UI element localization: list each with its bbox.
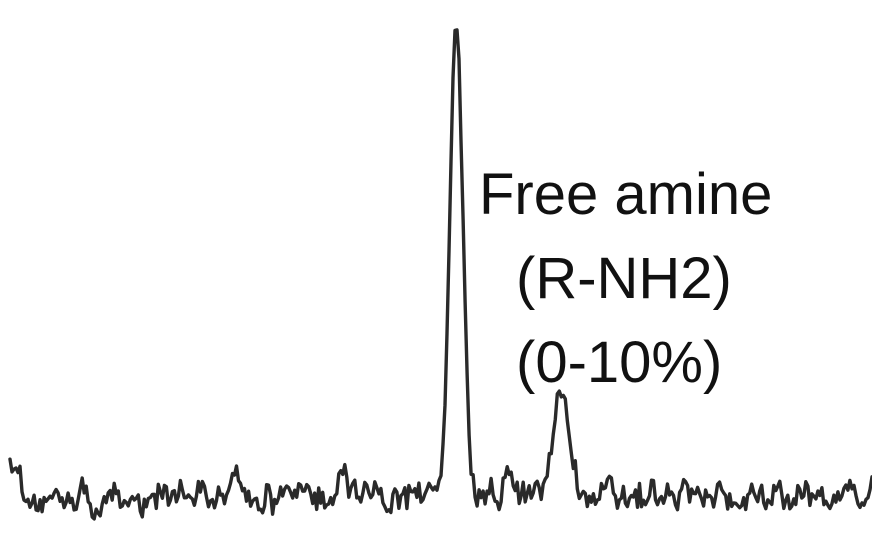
peak-markers — [456, 9, 563, 393]
trace-layer — [8, 28, 872, 521]
spectrum-trace — [8, 28, 872, 521]
peak-point-main — [456, 9, 458, 11]
